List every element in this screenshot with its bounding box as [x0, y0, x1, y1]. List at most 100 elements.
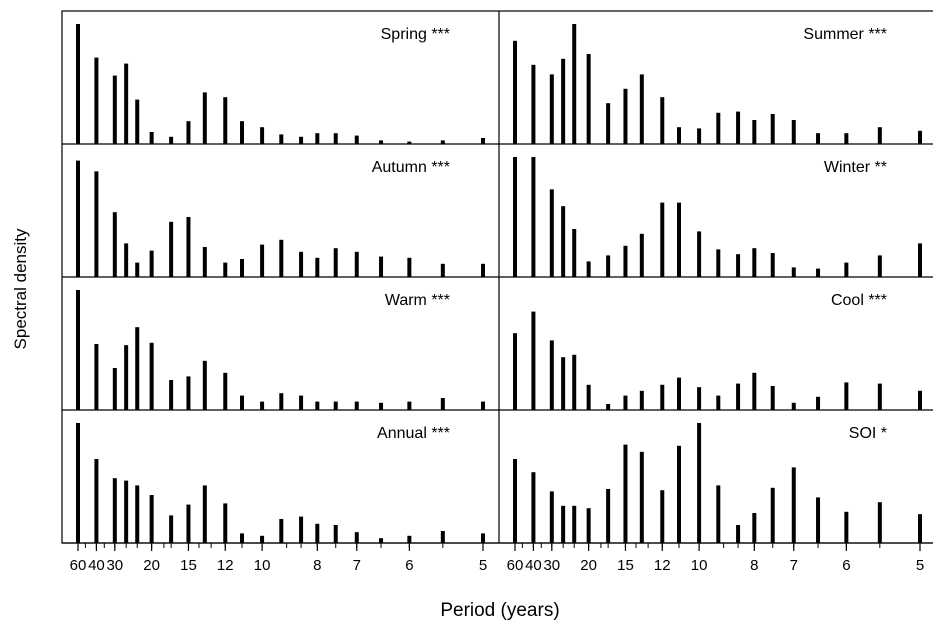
x-tick-label: 5: [479, 557, 487, 574]
bar: [76, 290, 80, 410]
bar: [260, 127, 265, 144]
bar: [333, 401, 338, 410]
bar: [124, 480, 129, 543]
bar: [697, 423, 702, 543]
x-tick-label: 15: [180, 557, 197, 574]
bar: [639, 451, 644, 543]
bar: [407, 401, 412, 410]
bar: [202, 360, 207, 410]
bar: [440, 398, 445, 410]
panel-title: Cool ***: [831, 292, 887, 309]
bar: [440, 263, 445, 277]
bar: [561, 206, 566, 277]
bar: [260, 535, 265, 543]
x-tick-label: 60: [507, 557, 524, 574]
x-tick-label: 30: [106, 557, 123, 574]
bar: [606, 489, 611, 543]
bar: [299, 516, 304, 543]
bar: [877, 255, 882, 277]
bar: [586, 384, 591, 410]
bar: [112, 75, 117, 144]
bar: [561, 357, 566, 410]
x-tick-label: 12: [654, 557, 671, 574]
bar: [76, 160, 80, 277]
bar: [333, 248, 338, 277]
x-tick-label: 60: [70, 557, 87, 574]
bar: [752, 120, 757, 144]
bar: [606, 103, 611, 144]
bar: [877, 127, 882, 144]
bar: [844, 511, 849, 543]
bar: [186, 504, 191, 543]
bar: [639, 390, 644, 410]
bar: [572, 24, 577, 144]
bar: [407, 141, 412, 144]
bar: [660, 490, 665, 543]
bar: [169, 515, 174, 543]
bar: [561, 505, 566, 543]
bar: [606, 255, 611, 277]
bar: [844, 133, 849, 144]
bar: [202, 485, 207, 543]
bar: [918, 130, 922, 144]
panel-cool: Cool ***: [513, 292, 922, 410]
bar: [354, 532, 359, 543]
bar: [279, 393, 284, 410]
bar: [549, 491, 554, 543]
bar: [354, 401, 359, 410]
bar: [770, 487, 775, 543]
bar: [918, 243, 922, 277]
x-axis-label: Period (years): [440, 600, 559, 621]
bar: [407, 535, 412, 543]
bar: [169, 136, 174, 144]
bar: [481, 263, 485, 277]
bar: [299, 136, 304, 144]
bar: [149, 132, 154, 144]
bar: [752, 513, 757, 543]
x-tick-label: 6: [842, 557, 850, 574]
bar: [135, 485, 140, 543]
bar: [531, 157, 536, 277]
bar: [481, 533, 485, 543]
bar: [135, 327, 140, 410]
bar: [816, 268, 821, 277]
bar: [639, 233, 644, 277]
bar: [770, 114, 775, 144]
x-tick-label: 8: [750, 557, 758, 574]
bar: [531, 472, 536, 543]
x-tick-label: 30: [543, 557, 560, 574]
x-tick-label: 7: [790, 557, 798, 574]
panel-title: Warm ***: [385, 292, 450, 309]
bar: [660, 384, 665, 410]
bar: [877, 383, 882, 410]
bar: [918, 390, 922, 410]
bar: [697, 128, 702, 144]
panel-spring: Spring ***: [76, 24, 485, 144]
bar: [240, 533, 245, 543]
bar: [76, 423, 80, 543]
bar: [299, 251, 304, 277]
x-tick-label: 8: [313, 557, 321, 574]
panels-group: Spring *** Summer *** Autumn *** Winter ** W…: [61, 10, 933, 544]
bar: [586, 54, 591, 144]
x-tick-label: 40: [88, 557, 105, 574]
bar: [791, 467, 796, 543]
bar: [736, 525, 741, 543]
bar: [202, 247, 207, 277]
bar: [202, 92, 207, 144]
x-tick-label: 10: [254, 557, 271, 574]
bar: [124, 63, 129, 144]
bar: [223, 503, 228, 543]
bar: [76, 24, 80, 144]
bar: [770, 253, 775, 277]
bar: [572, 229, 577, 277]
bar: [586, 508, 591, 543]
bar: [736, 383, 741, 410]
bar: [135, 262, 140, 277]
bar: [112, 212, 117, 277]
panel-title: Summer ***: [803, 26, 887, 43]
bar: [549, 74, 554, 144]
x-tick-label: 20: [143, 557, 160, 574]
bar: [315, 401, 320, 410]
x-tick-label: 15: [617, 557, 634, 574]
